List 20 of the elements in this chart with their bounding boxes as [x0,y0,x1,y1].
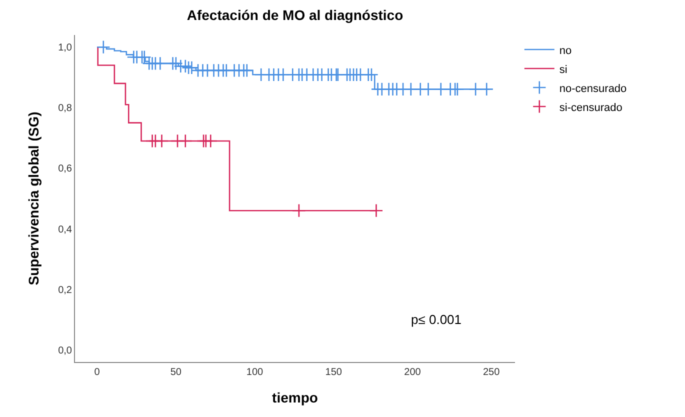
legend-label: si-censurado [559,102,622,114]
x-tick-label: 50 [170,367,182,378]
y-tick-label: 0,0 [58,345,72,356]
annotation: p≤ 0.001 [411,312,462,327]
legend-label: si [559,64,568,76]
y-tick-label: 0,4 [58,224,72,236]
x-axis-title: tiempo [272,389,318,406]
x-tick-label: 150 [325,367,342,378]
legend-label: no-censurado [559,82,627,95]
y-tick-label: 0,6 [58,164,72,175]
x-tick-label: 100 [246,367,264,378]
y-tick-label: 0,2 [58,284,72,296]
x-tick-label: 250 [482,367,500,378]
x-tick-label: 200 [404,367,422,378]
y-axis-title: Supervivencia global (SG) [26,112,42,286]
legend-label: no [559,44,572,57]
x-tick-label: 0 [94,367,100,378]
y-tick-label: 0,8 [58,103,72,114]
chart-title: Afectación de MO al diagnóstico [186,7,404,24]
y-tick-label: 1,0 [58,42,72,54]
